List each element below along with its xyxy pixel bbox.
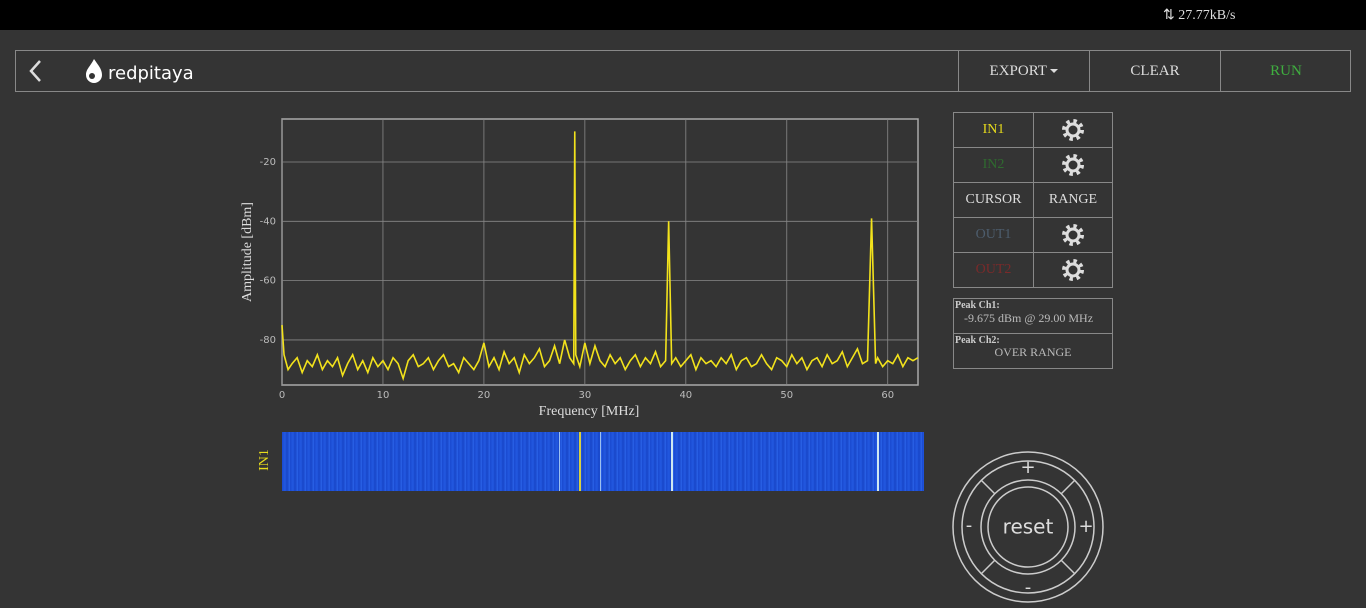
waterfall-line [877, 432, 879, 491]
x-tick-label: 0 [279, 390, 285, 401]
x-tick-label: 10 [377, 390, 390, 401]
peak-ch1-label: Peak Ch1: [955, 300, 1000, 311]
status-bar [0, 0, 1366, 30]
y-tick-label: -60 [260, 276, 276, 287]
out2-settings[interactable] [1033, 252, 1113, 288]
in1-button[interactable]: IN1 [953, 112, 1034, 148]
gear-icon [1062, 259, 1084, 281]
in2-settings[interactable] [1033, 147, 1113, 183]
x-tick-label: 30 [578, 390, 591, 401]
in2-button[interactable]: IN2 [953, 147, 1034, 183]
zoom-out-x[interactable]: - [966, 515, 973, 536]
cursor-button[interactable]: CURSOR [953, 182, 1034, 218]
zoom-control: + - reset + - [952, 451, 1104, 603]
out1-button[interactable]: OUT1 [953, 217, 1034, 253]
x-tick-label: 40 [679, 390, 692, 401]
gear-icon [1062, 224, 1084, 246]
header: redpitaya EXPORT CLEAR RUN [15, 50, 1351, 92]
logo-text: redpitaya [108, 63, 194, 84]
plot-frame [281, 118, 919, 386]
waterfall-line [600, 432, 601, 491]
logo-icon [86, 59, 102, 83]
range-button[interactable]: RANGE [1033, 182, 1113, 218]
run-button[interactable]: RUN [1220, 51, 1351, 91]
back-button[interactable] [26, 57, 46, 85]
y-axis-label: Amplitude [dBm] [240, 202, 255, 302]
speed-text: 27.77kB/s [1178, 8, 1236, 23]
waterfall-line [559, 432, 560, 491]
y-tick-label: -40 [260, 216, 276, 227]
out1-settings[interactable] [1033, 217, 1113, 253]
x-tick-label: 60 [881, 390, 894, 401]
waterfall-line [579, 432, 581, 491]
network-speed: ⇅ 27.77kB/s [1163, 8, 1236, 23]
divider [954, 333, 1112, 334]
in1-settings[interactable] [1033, 112, 1113, 148]
x-tick-label: 50 [780, 390, 793, 401]
zoom-in-x[interactable]: + [1078, 516, 1093, 537]
channel-panel: IN1 IN2 CURSOR RANGE OUT1 OUT2 [953, 112, 1113, 288]
x-tick-label: 20 [478, 390, 491, 401]
y-tick-label: -20 [260, 157, 276, 168]
reset-button[interactable]: reset [1003, 515, 1054, 539]
clear-button[interactable]: CLEAR [1089, 51, 1220, 91]
waterfall-label: IN1 [256, 449, 272, 471]
y-tick-label: -80 [260, 335, 276, 346]
peak-panel: Peak Ch1: -9.675 dBm @ 29.00 MHz Peak Ch… [953, 298, 1113, 369]
x-axis-label: Frequency [MHz] [539, 404, 640, 419]
peak-ch1-value: -9.675 dBm @ 29.00 MHz [964, 311, 1094, 325]
waterfall-line [671, 432, 673, 491]
spectrum-chart: Amplitude [dBm] Frequency [MHz] 0 10 20 30 4… [240, 118, 919, 419]
waterfall [282, 432, 924, 491]
spectrum-line [281, 131, 919, 382]
out2-button[interactable]: OUT2 [953, 252, 1034, 288]
peak-ch2-label: Peak Ch2: [955, 335, 1000, 346]
export-label: EXPORT [989, 63, 1047, 79]
zoom-out-y[interactable]: - [1025, 577, 1032, 598]
export-button[interactable]: EXPORT [958, 51, 1089, 91]
gear-icon [1062, 154, 1084, 176]
gear-icon [1062, 119, 1084, 141]
zoom-in-y[interactable]: + [1020, 457, 1035, 478]
peak-ch2-value: OVER RANGE [994, 345, 1072, 359]
